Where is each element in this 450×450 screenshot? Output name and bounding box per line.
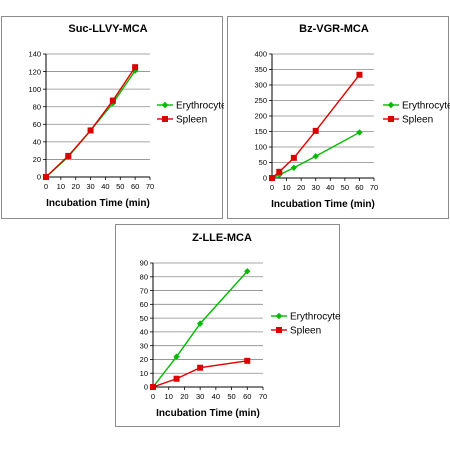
legend-label: Erythrocyte: [290, 312, 341, 323]
data-point-spleen: [290, 154, 297, 161]
y-tick-label: 140: [28, 50, 41, 59]
legend-marker: [161, 101, 169, 109]
x-tick-label: 20: [72, 182, 80, 191]
x-tick-label: 40: [212, 392, 220, 401]
data-point-spleen: [244, 357, 251, 364]
legend-label: Spleen: [402, 115, 433, 126]
chart-svg: Bz-VGR-MCA 0 50 100 150 200 250 300 350 400 0 10 20 3…: [254, 23, 450, 210]
data-point-erythrocyte: [131, 67, 139, 74]
y-tick-label: 250: [254, 96, 267, 105]
data-point-spleen: [109, 97, 116, 104]
y-tick-label: 20: [33, 155, 41, 164]
x-tick-label: 60: [131, 182, 139, 191]
data-point-erythrocyte: [290, 164, 298, 171]
x-axis-label: Incubation Time (min): [271, 199, 375, 210]
x-tick-label: 10: [282, 183, 290, 192]
data-point-spleen: [43, 174, 49, 180]
y-tick-label: 100: [28, 85, 41, 94]
y-tick-label: 300: [254, 81, 267, 90]
y-tick-label: 60: [33, 120, 41, 129]
legend-label: Erythrocyte: [402, 101, 450, 112]
y-tick-label: 150: [254, 127, 267, 136]
x-tick-label: 70: [370, 183, 378, 192]
x-tick-label: 0: [44, 182, 48, 191]
x-tick-label: 0: [151, 392, 155, 401]
data-point-spleen: [87, 127, 94, 134]
legend-label: Spleen: [176, 115, 207, 126]
x-tick-label: 30: [86, 182, 94, 191]
data-point-spleen: [269, 175, 275, 181]
data-point-spleen: [150, 384, 156, 390]
chart-panel-z-lle-mca: Z-LLE-MCA 0 10 20 30 40 50 60 70 80 90 0 10 20 30 40 50 6…: [115, 224, 341, 427]
legend-marker: [276, 327, 282, 333]
x-tick-label: 60: [355, 183, 363, 192]
x-tick-label: 30: [312, 183, 320, 192]
x-tick-label: 20: [297, 183, 305, 192]
y-tick-label: 40: [33, 138, 41, 147]
y-tick-label: 400: [254, 50, 267, 59]
y-tick-label: 120: [28, 67, 41, 76]
x-tick-label: 70: [146, 182, 154, 191]
y-tick-label: 10: [140, 369, 148, 378]
y-tick-label: 80: [140, 272, 148, 281]
data-point-spleen: [276, 168, 283, 175]
y-tick-label: 30: [140, 341, 148, 350]
legend-label: Erythrocyte: [176, 101, 224, 112]
chart-title: Z-LLE-MCA: [192, 232, 252, 244]
data-point-spleen: [65, 152, 72, 159]
x-tick-label: 0: [270, 183, 274, 192]
data-point-spleen: [197, 364, 204, 371]
x-axis-label: Incubation Time (min): [156, 408, 260, 419]
data-point-erythrocyte: [356, 129, 363, 136]
x-tick-label: 50: [227, 392, 235, 401]
y-tick-label: 60: [140, 300, 148, 309]
data-point-erythrocyte: [173, 353, 180, 360]
x-tick-label: 50: [341, 183, 349, 192]
legend-marker: [387, 101, 395, 109]
y-tick-label: 350: [254, 65, 267, 74]
chart-svg: Z-LLE-MCA 0 10 20 30 40 50 60 70 80 90 0 10 20 30 40 50 6…: [140, 232, 341, 419]
y-tick-label: 100: [254, 143, 267, 152]
y-tick-label: 0: [144, 383, 148, 392]
x-tick-label: 70: [259, 392, 267, 401]
x-tick-label: 60: [243, 392, 251, 401]
data-point-spleen: [173, 375, 180, 382]
x-axis-label: Incubation Time (min): [46, 198, 150, 209]
y-tick-label: 40: [140, 328, 148, 337]
data-point-erythrocyte: [244, 268, 251, 275]
data-point-spleen: [312, 127, 319, 134]
x-tick-label: 40: [326, 183, 334, 192]
y-tick-label: 70: [140, 286, 148, 295]
x-tick-label: 20: [180, 392, 188, 401]
series-line-spleen: [152, 360, 248, 388]
x-tick-label: 10: [165, 392, 173, 401]
chart-title: Suc-LLVY-MCA: [68, 23, 147, 35]
data-point-spleen: [356, 71, 363, 78]
legend-label: Spleen: [290, 326, 321, 337]
x-tick-label: 50: [116, 182, 124, 191]
chart-svg: Suc-LLVY-MCA 0 20 40 60 80 100 120 140 0 10 20 30 40 5…: [28, 23, 224, 209]
data-point-spleen: [132, 64, 139, 71]
series-line-erythrocyte: [152, 270, 248, 388]
y-tick-label: 0: [263, 174, 267, 183]
y-tick-label: 20: [140, 355, 148, 364]
chart-panel-bz-vgr-mca: Bz-VGR-MCA 0 50 100 150 200 250 300 350 400 0 10 20 3…: [227, 16, 450, 219]
series-line-spleen: [45, 66, 136, 178]
chart-panel-suc-llvy-mca: Suc-LLVY-MCA 0 20 40 60 80 100 120 140 0 10 20 30 40 5…: [1, 16, 224, 219]
x-tick-label: 30: [196, 392, 204, 401]
y-tick-label: 50: [140, 314, 148, 323]
x-tick-label: 10: [57, 182, 65, 191]
chart-title: Bz-VGR-MCA: [299, 23, 369, 35]
y-tick-label: 200: [254, 112, 267, 121]
legend-marker: [388, 116, 394, 122]
legend-marker: [275, 312, 283, 320]
y-tick-label: 50: [259, 158, 267, 167]
x-tick-label: 40: [101, 182, 109, 191]
y-tick-label: 0: [37, 173, 41, 182]
y-tick-label: 90: [140, 259, 148, 268]
y-tick-label: 80: [33, 102, 41, 111]
legend-marker: [162, 116, 168, 122]
data-point-erythrocyte: [312, 153, 319, 160]
